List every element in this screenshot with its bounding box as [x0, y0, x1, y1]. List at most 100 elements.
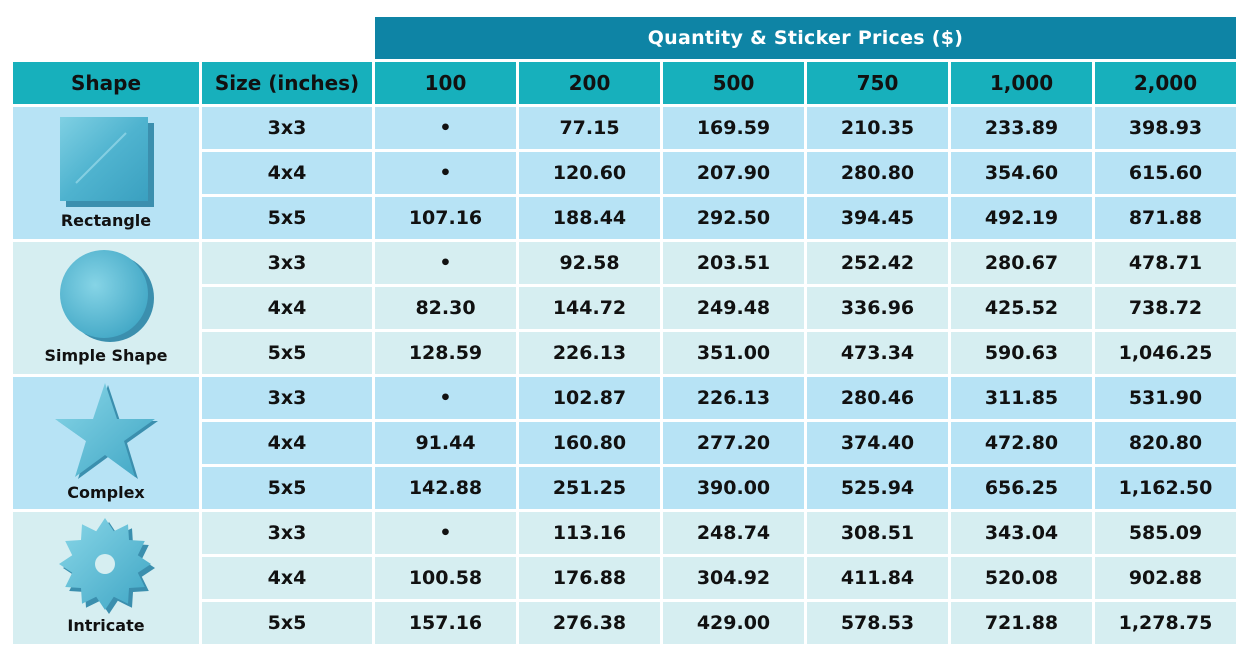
- price-cell: 425.52: [951, 287, 1092, 329]
- price-cell: 248.74: [663, 512, 804, 554]
- price-cell: 411.84: [807, 557, 948, 599]
- price-cell: 525.94: [807, 467, 948, 509]
- price-cell: 351.00: [663, 332, 804, 374]
- price-cell: 251.25: [519, 467, 660, 509]
- size-cell: 4x4: [202, 152, 372, 194]
- size-cell: 4x4: [202, 287, 372, 329]
- price-cell: 585.09: [1095, 512, 1236, 554]
- price-cell: 144.72: [519, 287, 660, 329]
- header-shape: Shape: [13, 62, 199, 104]
- price-cell: 578.53: [807, 602, 948, 644]
- price-cell: 656.25: [951, 467, 1092, 509]
- price-cell: •: [375, 152, 516, 194]
- table-row: 5x5 142.88 251.25 390.00 525.94 656.25 1,162.5…: [13, 467, 1236, 509]
- price-cell: •: [375, 242, 516, 284]
- size-cell: 3x3: [202, 107, 372, 149]
- size-cell: 3x3: [202, 377, 372, 419]
- header-qty-2000: 2,000: [1095, 62, 1236, 104]
- blank-corner: [13, 17, 372, 59]
- header-qty-200: 200: [519, 62, 660, 104]
- shape-group-cell: Complex: [13, 377, 199, 509]
- price-cell: 311.85: [951, 377, 1092, 419]
- price-cell: 207.90: [663, 152, 804, 194]
- price-cell: 531.90: [1095, 377, 1236, 419]
- header-row: Shape Size (inches) 100 200 500 750 1,00…: [13, 62, 1236, 104]
- shape-group-cell: Simple Shape: [13, 242, 199, 374]
- banner-row: Quantity & Sticker Prices ($): [13, 17, 1236, 59]
- price-cell: 100.58: [375, 557, 516, 599]
- table-row: 5x5 157.16 276.38 429.00 578.53 721.88 1,278.7…: [13, 602, 1236, 644]
- size-cell: 5x5: [202, 602, 372, 644]
- price-cell: •: [375, 107, 516, 149]
- price-cell: 292.50: [663, 197, 804, 239]
- header-qty-750: 750: [807, 62, 948, 104]
- price-cell: 394.45: [807, 197, 948, 239]
- price-cell: 160.80: [519, 422, 660, 464]
- shape-label: Complex: [67, 482, 145, 502]
- price-cell: 252.42: [807, 242, 948, 284]
- price-cell: 233.89: [951, 107, 1092, 149]
- price-cell: 336.96: [807, 287, 948, 329]
- size-cell: 4x4: [202, 422, 372, 464]
- table-body: Rectangle 3x3 • 77.15 169.59 210.35 233.89 398.…: [13, 107, 1236, 644]
- gear-icon: [54, 517, 158, 614]
- table-row: 4x4 • 120.60 207.90 280.80 354.60 615.60: [13, 152, 1236, 194]
- price-cell: 120.60: [519, 152, 660, 194]
- price-cell: 157.16: [375, 602, 516, 644]
- price-cell: 1,046.25: [1095, 332, 1236, 374]
- price-cell: 249.48: [663, 287, 804, 329]
- table-row: 4x4 91.44 160.80 277.20 374.40 472.80 820.80: [13, 422, 1236, 464]
- price-cell: 520.08: [951, 557, 1092, 599]
- price-cell: 82.30: [375, 287, 516, 329]
- size-cell: 3x3: [202, 512, 372, 554]
- price-cell: 91.44: [375, 422, 516, 464]
- price-cell: •: [375, 377, 516, 419]
- price-cell: 277.20: [663, 422, 804, 464]
- price-cell: •: [375, 512, 516, 554]
- price-cell: 615.60: [1095, 152, 1236, 194]
- price-cell: 188.44: [519, 197, 660, 239]
- price-cell: 276.38: [519, 602, 660, 644]
- price-cell: 210.35: [807, 107, 948, 149]
- shape-label: Simple Shape: [44, 345, 168, 365]
- price-cell: 398.93: [1095, 107, 1236, 149]
- price-cell: 226.13: [663, 377, 804, 419]
- price-cell: 308.51: [807, 512, 948, 554]
- price-cell: 203.51: [663, 242, 804, 284]
- price-cell: 113.16: [519, 512, 660, 554]
- price-cell: 1,278.75: [1095, 602, 1236, 644]
- price-cell: 304.92: [663, 557, 804, 599]
- size-cell: 5x5: [202, 467, 372, 509]
- price-cell: 721.88: [951, 602, 1092, 644]
- shape-group-cell: Rectangle: [13, 107, 199, 239]
- shape-label: Rectangle: [60, 210, 152, 230]
- price-cell: 226.13: [519, 332, 660, 374]
- price-cell: 176.88: [519, 557, 660, 599]
- table-row: 4x4 82.30 144.72 249.48 336.96 425.52 738.72: [13, 287, 1236, 329]
- price-cell: 472.80: [951, 422, 1092, 464]
- price-cell: 478.71: [1095, 242, 1236, 284]
- table-row: 5x5 107.16 188.44 292.50 394.45 492.19 871.88: [13, 197, 1236, 239]
- table-banner: Quantity & Sticker Prices ($): [375, 17, 1236, 59]
- header-qty-100: 100: [375, 62, 516, 104]
- price-cell: 738.72: [1095, 287, 1236, 329]
- price-cell: 343.04: [951, 512, 1092, 554]
- price-cell: 473.34: [807, 332, 948, 374]
- price-cell: 1,162.50: [1095, 467, 1236, 509]
- price-cell: 390.00: [663, 467, 804, 509]
- price-cell: 169.59: [663, 107, 804, 149]
- price-cell: 590.63: [951, 332, 1092, 374]
- star-icon: [50, 381, 162, 481]
- table-row: Intricate 3x3 • 113.16 248.74 308.51 343.04 585…: [13, 512, 1236, 644]
- price-cell: 354.60: [951, 152, 1092, 194]
- header-qty-1000: 1,000: [951, 62, 1092, 104]
- price-cell: 820.80: [1095, 422, 1236, 464]
- price-cell: 77.15: [519, 107, 660, 149]
- square-icon: [56, 113, 156, 209]
- table-row: 4x4 100.58 176.88 304.92 411.84 520.08 902.88: [13, 557, 1236, 599]
- table-row: Simple Shape 3x3 • 92.58 203.51 252.42 280.67 4…: [13, 242, 1236, 374]
- table-row: 5x5 128.59 226.13 351.00 473.34 590.63 1,046.2…: [13, 332, 1236, 374]
- price-cell: 429.00: [663, 602, 804, 644]
- price-cell: 871.88: [1095, 197, 1236, 239]
- price-cell: 92.58: [519, 242, 660, 284]
